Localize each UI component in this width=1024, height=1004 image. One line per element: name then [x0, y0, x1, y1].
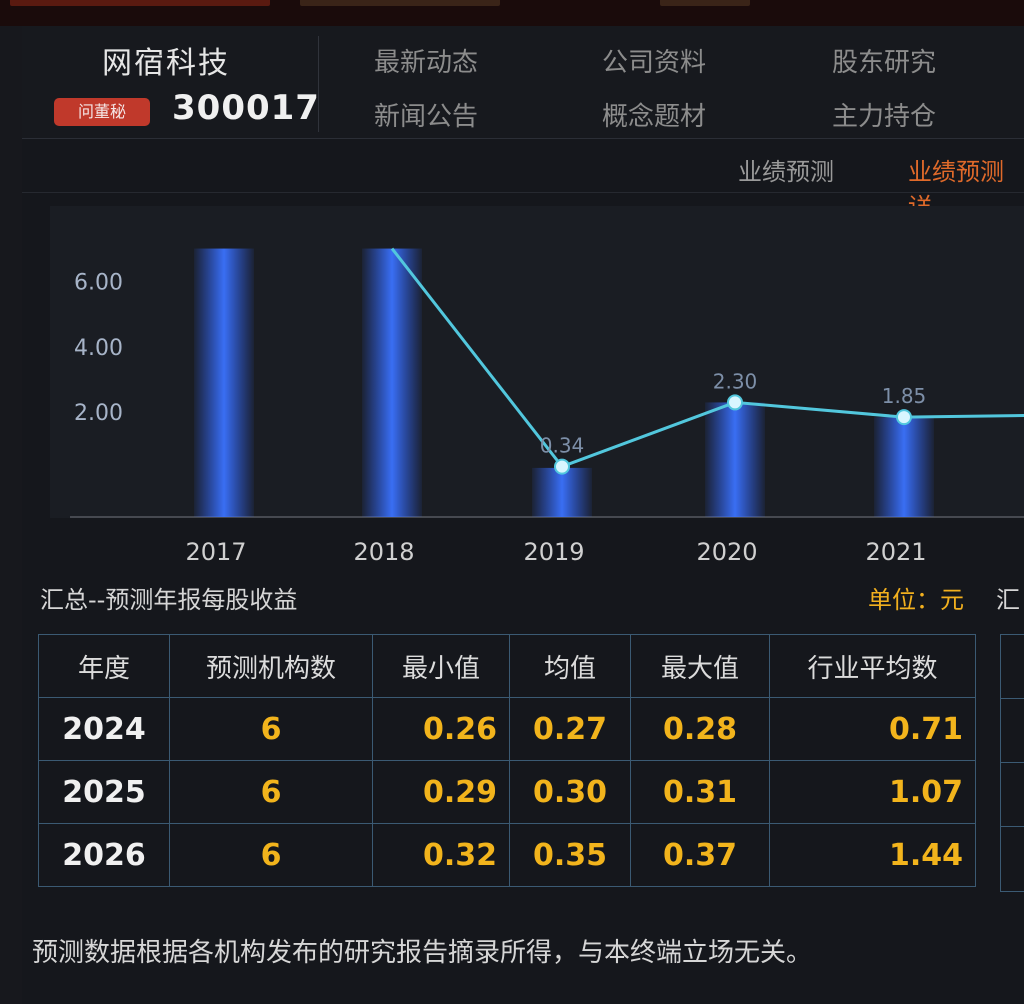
eps-point-2021: [896, 409, 912, 426]
cell-year: 2024: [38, 697, 170, 761]
nav-company-profile[interactable]: 公司资料: [602, 48, 707, 78]
stock-code: 300017: [172, 88, 320, 128]
x-tick-label: 2017: [185, 538, 246, 566]
side-table-cell: [1001, 699, 1024, 763]
cell-industry: 1.07: [769, 760, 976, 824]
ask-secretary-button[interactable]: 问董秘: [54, 98, 150, 126]
unit-extra-label: 汇: [996, 586, 1020, 614]
chart-caption: 汇总--预测年报每股收益: [40, 586, 298, 614]
nav-announcements[interactable]: 新闻公告: [374, 102, 479, 132]
table-header-row: 年度 预测机构数 最小值 均值 最大值 行业平均数: [38, 634, 976, 698]
header-divider: [318, 36, 319, 132]
table-row: 2025 6 0.29 0.30 0.31 1.07: [38, 760, 976, 824]
eps-bar-2018: [362, 248, 422, 517]
eps-bar-2021: [874, 417, 934, 517]
cell-avg: 0.35: [509, 823, 631, 887]
data-label-2019: 0.34: [540, 434, 585, 458]
top-strip-segment: [660, 0, 750, 6]
cell-count: 6: [169, 697, 373, 761]
eps-point-2019: [554, 458, 570, 475]
cell-min: 0.29: [372, 760, 510, 824]
col-max-header: 最大值: [630, 634, 770, 698]
data-label-2020: 2.30: [713, 369, 758, 393]
eps-bar-2017: [194, 248, 254, 517]
cell-count: 6: [169, 823, 373, 887]
stock-name: 网宿科技: [102, 46, 230, 81]
side-table-edge: [1000, 634, 1024, 892]
eps-chart: 0.34 2.30 1.85 6.00 4.00 2.00 2017 2018 2019 20…: [50, 206, 1024, 566]
nav-concepts[interactable]: 概念题材: [602, 102, 707, 132]
cell-count: 6: [169, 760, 373, 824]
window-top-strip: [0, 0, 1024, 27]
y-tick-label: 4.00: [74, 336, 123, 361]
forecast-table: 年度 预测机构数 最小值 均值 最大值 行业平均数 2024 6 0.26 0.…: [38, 634, 976, 887]
eps-bar-2020: [705, 402, 765, 517]
sub-tab-bar: 业绩预测 业绩预测详: [22, 140, 1024, 221]
cell-min: 0.32: [372, 823, 510, 887]
cell-industry: 0.71: [769, 697, 976, 761]
cell-max: 0.28: [630, 697, 770, 761]
table-row: 2024 6 0.26 0.27 0.28 0.71: [38, 697, 976, 761]
cell-year: 2026: [38, 823, 170, 887]
cell-max: 0.31: [630, 760, 770, 824]
cell-max: 0.37: [630, 823, 770, 887]
stock-header: 网宿科技 问董秘 300017 最新动态 公司资料 股东研究 新闻公告 概念题材…: [22, 26, 1024, 139]
cell-avg: 0.30: [509, 760, 631, 824]
table-row: 2026 6 0.32 0.35 0.37 1.44: [38, 823, 976, 887]
side-table-cell: [1001, 635, 1024, 699]
top-strip-segment: [300, 0, 500, 6]
x-tick-label: 2019: [523, 538, 584, 566]
cell-avg: 0.27: [509, 697, 631, 761]
col-industry-header: 行业平均数: [769, 634, 976, 698]
data-label-2021: 1.85: [882, 384, 927, 408]
eps-point-2020: [727, 394, 743, 411]
col-avg-header: 均值: [509, 634, 631, 698]
col-count-header: 预测机构数: [169, 634, 373, 698]
eps-bar-2019: [532, 467, 592, 517]
cell-industry: 1.44: [769, 823, 976, 887]
y-tick-label: 6.00: [74, 270, 123, 295]
top-strip-segment: [10, 0, 270, 6]
tab-earnings-forecast[interactable]: 业绩预测: [738, 158, 834, 186]
col-year-header: 年度: [38, 634, 170, 698]
x-tick-label: 2021: [865, 538, 926, 566]
x-tick-label: 2018: [353, 538, 414, 566]
cell-min: 0.26: [372, 697, 510, 761]
disclaimer-footnote: 预测数据根据各机构发布的研究报告摘录所得，与本终端立场无关。: [32, 938, 813, 968]
nav-shareholder-research[interactable]: 股东研究: [832, 48, 937, 78]
left-sidebar: [0, 26, 23, 1004]
col-min-header: 最小值: [372, 634, 510, 698]
side-table-cell: [1001, 763, 1024, 827]
x-tick-label: 2020: [696, 538, 757, 566]
cell-year: 2025: [38, 760, 170, 824]
unit-label: 单位：元: [868, 586, 964, 614]
nav-latest-news[interactable]: 最新动态: [374, 48, 479, 78]
y-tick-label: 2.00: [74, 401, 123, 426]
nav-main-holdings[interactable]: 主力持仓: [832, 102, 937, 132]
